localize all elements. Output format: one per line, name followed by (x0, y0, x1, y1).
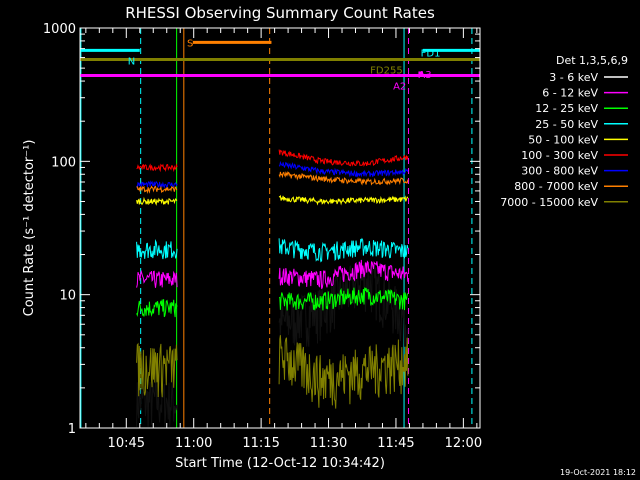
x-tick-label-1145: 11:45 (377, 436, 414, 451)
flag-label-fd1: FD1 (421, 48, 441, 59)
legend-label-6-12keV: 6 - 12 keV (542, 87, 598, 100)
legend-label-300-800keV: 300 - 800 keV (521, 165, 598, 178)
series-line-12-25keV-a (136, 299, 178, 318)
flag-label-fd255: FD255 (370, 66, 403, 77)
flag-label-n: N (128, 56, 135, 67)
y-tick-label-1000: 1000 (43, 22, 76, 37)
series-line-3-6keV-a (136, 381, 178, 427)
footer-timestamp: 19-Oct-2021 18:12 (560, 468, 636, 477)
y-axis-label: Count Rate (s⁻¹ detector⁻¹) (22, 140, 37, 317)
series-line-6-12keV-b (278, 259, 409, 290)
series-line-25-50keV-a (136, 238, 178, 260)
series-line-100-300keV-a (136, 163, 178, 173)
x-tick-label-1100: 11:00 (175, 436, 212, 451)
legend-label-25-50keV: 25 - 50 keV (535, 118, 598, 131)
legend-label-3-6keV: 3 - 6 keV (549, 71, 598, 84)
series-line-25-50keV-b (278, 237, 409, 263)
series-line-300-800keV-b (278, 160, 409, 178)
x-tick-label-1130: 11:30 (310, 436, 347, 451)
y-tick-label-100: 100 (51, 155, 76, 170)
x-tick-label-1115: 11:15 (242, 436, 279, 451)
legend-label-100-300keV: 100 - 300 keV (521, 149, 598, 162)
legend-label-50-100keV: 50 - 100 keV (528, 133, 598, 146)
series-line-7000-15000keV-b (278, 335, 409, 409)
flag-label-a2: A2 (393, 82, 406, 93)
legend-label-800-7000keV: 800 - 7000 keV (514, 180, 598, 193)
series-line-50-100keV-a (136, 196, 178, 206)
x-tick-label-1200: 12:00 (445, 436, 482, 451)
series-line-50-100keV-b (278, 194, 409, 206)
series-line-300-800keV-a (136, 180, 178, 190)
series-line-6-12keV-a (136, 269, 178, 288)
legend-label-12-25keV: 12 - 25 keV (535, 102, 598, 115)
x-tick-label-1045: 10:45 (108, 436, 145, 451)
plot-frame (79, 27, 481, 429)
series-line-800-7000keV-a (136, 185, 178, 194)
legend-label-7000-15000keV: 7000 - 15000 keV (500, 196, 598, 209)
x-axis-label: Start Time (12-Oct-12 10:34:42) (175, 456, 385, 471)
series-line-12-25keV-b (278, 287, 409, 311)
flag-label-s: S (187, 38, 193, 49)
flag-label-a3: A3 (418, 70, 431, 81)
chart-title: RHESSI Observing Summary Count Rates (125, 4, 435, 22)
series-line-800-7000keV-b (278, 170, 409, 186)
legend-title: Det 1,3,5,6,9 (556, 54, 628, 67)
series-line-100-300keV-b (278, 149, 409, 167)
series-line-7000-15000keV-a (136, 342, 178, 398)
y-tick-label-10: 10 (59, 289, 76, 304)
y-tick-label-1: 1 (68, 422, 76, 437)
